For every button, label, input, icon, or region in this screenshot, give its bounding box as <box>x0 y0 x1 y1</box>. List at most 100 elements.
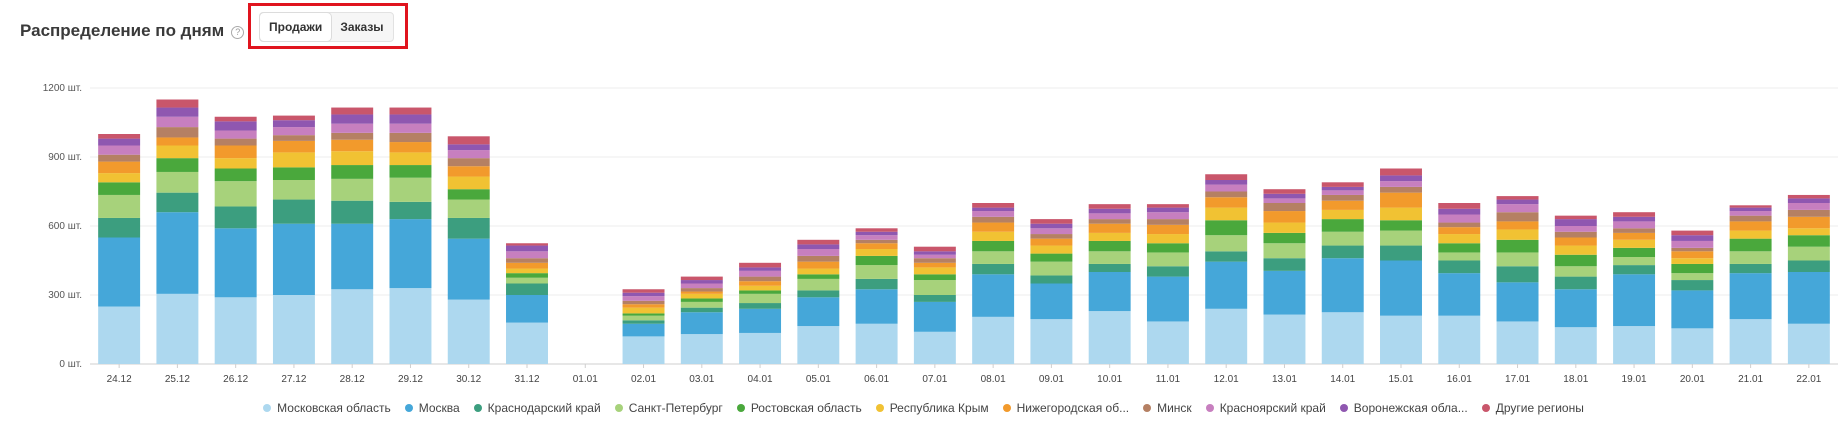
bar-segment[interactable] <box>98 217 141 238</box>
bar-segment[interactable] <box>1787 272 1830 324</box>
bar-segment[interactable] <box>1146 219 1189 225</box>
bar-segment[interactable] <box>1438 208 1481 215</box>
bar-segment[interactable] <box>1787 235 1830 247</box>
bar-segment[interactable] <box>913 262 956 268</box>
bar-segment[interactable] <box>680 307 723 313</box>
bar-segment[interactable] <box>1729 230 1772 239</box>
bar-segment[interactable] <box>855 231 898 236</box>
bar-segment[interactable] <box>1321 186 1364 191</box>
bar-segment[interactable] <box>389 288 432 364</box>
bar-segment[interactable] <box>447 299 490 364</box>
bar-segment[interactable] <box>1088 251 1131 264</box>
bar-segment[interactable] <box>98 161 141 174</box>
bar-segment[interactable] <box>680 283 723 289</box>
bar-segment[interactable] <box>156 137 199 146</box>
bar-segment[interactable] <box>680 312 723 335</box>
bar-segment[interactable] <box>1380 175 1422 182</box>
bar-segment[interactable] <box>1380 220 1422 231</box>
bar-segment[interactable] <box>1554 215 1597 220</box>
legend-item[interactable]: Санкт-Петербург <box>614 401 723 415</box>
bar-segment[interactable] <box>98 145 141 155</box>
bar-segment[interactable] <box>272 223 315 295</box>
bar-segment[interactable] <box>1380 181 1422 187</box>
bar-segment[interactable] <box>272 167 315 180</box>
bar-segment[interactable] <box>680 280 723 284</box>
bar-segment[interactable] <box>1263 211 1306 223</box>
bar-segment[interactable] <box>1613 239 1656 248</box>
bar-segment[interactable] <box>214 130 257 139</box>
bar-segment[interactable] <box>331 151 374 166</box>
bar-segment[interactable] <box>1554 254 1597 267</box>
bar-segment[interactable] <box>1380 315 1422 364</box>
bar-segment[interactable] <box>913 331 956 364</box>
bar-segment[interactable] <box>506 243 548 246</box>
bar-segment[interactable] <box>1030 223 1073 229</box>
bar-segment[interactable] <box>797 249 840 256</box>
bar-segment[interactable] <box>680 301 723 308</box>
bar-segment[interactable] <box>1671 273 1714 281</box>
bar-segment[interactable] <box>1671 290 1714 329</box>
bar-segment[interactable] <box>1205 308 1248 364</box>
bar-segment[interactable] <box>272 295 315 364</box>
bar-segment[interactable] <box>214 145 257 159</box>
bar-segment[interactable] <box>98 237 141 307</box>
bar-segment[interactable] <box>1030 219 1073 224</box>
bar-segment[interactable] <box>1088 240 1131 252</box>
bar-segment[interactable] <box>1263 314 1306 364</box>
bar-segment[interactable] <box>506 273 548 278</box>
bar-segment[interactable] <box>1205 235 1248 252</box>
bar-segment[interactable] <box>1263 232 1306 244</box>
bar-segment[interactable] <box>1496 252 1539 267</box>
bar-segment[interactable] <box>622 320 665 324</box>
bar-segment[interactable] <box>1205 184 1248 192</box>
bar-segment[interactable] <box>1787 228 1830 236</box>
bar-segment[interactable] <box>1729 263 1772 274</box>
bar-segment[interactable] <box>855 278 898 290</box>
bar-segment[interactable] <box>506 295 548 323</box>
bar-segment[interactable] <box>1263 243 1306 259</box>
bar-segment[interactable] <box>272 120 315 128</box>
bar-segment[interactable] <box>622 336 665 364</box>
bar-segment[interactable] <box>156 107 199 117</box>
bar-segment[interactable] <box>1263 222 1306 233</box>
legend-item[interactable]: Минск <box>1143 401 1192 415</box>
bar-segment[interactable] <box>1205 180 1248 185</box>
bar-segment[interactable] <box>1613 232 1656 240</box>
bar-segment[interactable] <box>1438 203 1481 209</box>
bar-segment[interactable] <box>389 142 432 153</box>
bar-segment[interactable] <box>972 316 1015 364</box>
bar-segment[interactable] <box>1496 196 1539 200</box>
bar-segment[interactable] <box>447 238 490 300</box>
bar-segment[interactable] <box>797 261 840 269</box>
bar-segment[interactable] <box>1205 261 1248 309</box>
bar-segment[interactable] <box>1321 182 1364 187</box>
bar-segment[interactable] <box>98 173 141 183</box>
bar-segment[interactable] <box>331 178 374 201</box>
bar-segment[interactable] <box>1146 224 1189 235</box>
bar-segment[interactable] <box>214 116 257 122</box>
bar-segment[interactable] <box>1263 193 1306 199</box>
bar-segment[interactable] <box>622 296 665 301</box>
bar-segment[interactable] <box>1205 191 1248 198</box>
bar-segment[interactable] <box>913 280 956 295</box>
bar-segment[interactable] <box>156 158 199 172</box>
bar-segment[interactable] <box>1088 232 1131 241</box>
bar-segment[interactable] <box>447 166 490 177</box>
bar-segment[interactable] <box>1030 253 1073 262</box>
bar-segment[interactable] <box>739 293 782 304</box>
bar-segment[interactable] <box>739 262 782 268</box>
bar-segment[interactable] <box>98 306 141 365</box>
bar-segment[interactable] <box>972 211 1015 217</box>
bar-segment[interactable] <box>739 332 782 364</box>
bar-segment[interactable] <box>1496 199 1539 205</box>
legend-item[interactable]: Другие регионы <box>1481 401 1584 415</box>
bar-segment[interactable] <box>1671 240 1714 248</box>
bar-segment[interactable] <box>1205 197 1248 208</box>
bar-segment[interactable] <box>156 293 199 364</box>
bar-segment[interactable] <box>98 182 141 195</box>
bar-segment[interactable] <box>156 127 199 138</box>
bar-segment[interactable] <box>389 219 432 289</box>
bar-segment[interactable] <box>1263 270 1306 315</box>
bar-segment[interactable] <box>855 228 898 232</box>
bar-segment[interactable] <box>1554 237 1597 246</box>
